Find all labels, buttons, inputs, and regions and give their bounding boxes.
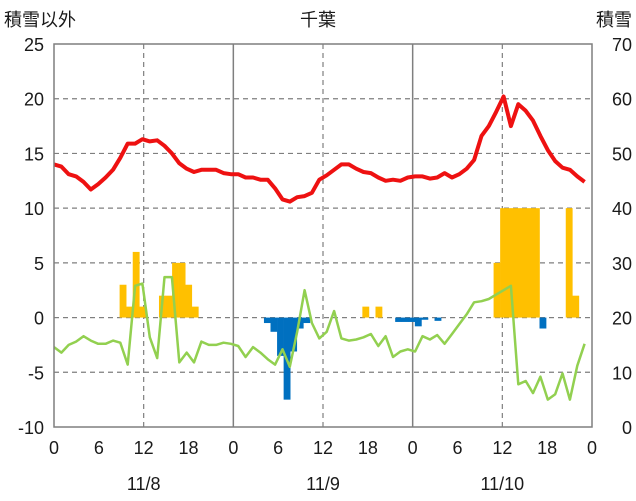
red-line — [53, 94, 586, 204]
orange-bar — [362, 306, 370, 318]
orange-bar — [572, 295, 580, 318]
left-ticks: 25 20 15 10 5 0 -5 -10 — [18, 35, 44, 438]
x-tick-label: 0 — [228, 438, 238, 458]
lines — [53, 94, 586, 401]
left-tick-label: 0 — [34, 309, 44, 329]
orange-bar — [500, 208, 508, 318]
orange-bar — [139, 306, 147, 318]
day-label: 11/8 — [127, 474, 161, 494]
orange-bar — [375, 306, 383, 318]
orange-bar — [506, 208, 514, 318]
blue-bar — [277, 317, 284, 356]
plot-border — [53, 43, 593, 428]
orange-bar — [493, 262, 501, 318]
orange-bar — [519, 208, 527, 318]
x-tick-label: 0 — [587, 438, 597, 458]
plot-frame — [53, 43, 593, 428]
blue-bar — [395, 317, 403, 322]
right-tick-label: 50 — [612, 144, 632, 164]
right-tick-label: 70 — [612, 35, 632, 55]
bars — [119, 208, 580, 400]
blue-bar — [434, 317, 442, 321]
blue-bar — [290, 317, 298, 352]
x-tick-label: 6 — [94, 438, 104, 458]
left-tick-label: 15 — [24, 144, 44, 164]
x-tick-label: 18 — [178, 438, 198, 458]
orange-bar — [565, 208, 573, 318]
blue-bar — [296, 317, 304, 329]
blue-bar — [414, 317, 422, 327]
blue-bar — [303, 317, 311, 324]
x-tick-label: 12 — [492, 438, 512, 458]
orange-bar — [178, 262, 186, 318]
orange-bar — [191, 306, 199, 318]
orange-bar — [119, 284, 127, 318]
right-tick-label: 40 — [612, 199, 632, 219]
right-tick-label: 10 — [612, 363, 632, 383]
right-ticks: 70 60 50 40 30 20 10 0 — [612, 35, 632, 438]
right-tick-label: 60 — [612, 90, 632, 110]
right-tick-label: 20 — [612, 309, 632, 329]
orange-bar — [172, 262, 179, 318]
x-tick-label: 6 — [452, 438, 462, 458]
orange-bar — [513, 208, 521, 318]
orange-bar — [185, 284, 193, 318]
blue-bar — [539, 317, 547, 329]
day-labels: 11/8 11/9 11/10 — [127, 474, 524, 494]
x-ticks: 0 6 12 18 0 6 12 18 0 6 12 18 0 — [49, 438, 597, 458]
left-tick-label: 5 — [34, 254, 44, 274]
left-axis-label: 積雪以外 — [4, 10, 76, 30]
x-tick-label: 12 — [134, 438, 154, 458]
x-tick-label: 6 — [273, 438, 283, 458]
day-label: 11/9 — [306, 474, 340, 494]
orange-bar — [532, 208, 540, 318]
blue-bar — [408, 317, 416, 322]
left-tick-label: 25 — [24, 35, 44, 55]
left-tick-label: -5 — [28, 363, 44, 383]
blue-bar — [401, 317, 409, 322]
orange-bar — [526, 208, 534, 318]
right-axis-label: 積雪 — [596, 10, 632, 30]
right-tick-label: 30 — [612, 254, 632, 274]
orange-bar — [126, 306, 134, 318]
x-tick-label: 12 — [313, 438, 333, 458]
blue-bar — [421, 317, 429, 320]
x-tick-label: 0 — [49, 438, 59, 458]
left-tick-label: -10 — [18, 418, 44, 438]
x-tick-label: 18 — [358, 438, 378, 458]
right-tick-label: 0 — [622, 418, 632, 438]
left-tick-label: 20 — [24, 90, 44, 110]
blue-bar — [263, 317, 271, 324]
day-label: 11/10 — [480, 474, 524, 494]
green-line — [53, 275, 586, 401]
chart-title: 千葉 — [300, 10, 336, 30]
x-tick-label: 18 — [537, 438, 557, 458]
left-tick-label: 10 — [24, 199, 44, 219]
x-tick-label: 0 — [408, 438, 418, 458]
orange-bar — [165, 295, 173, 318]
blue-bar — [270, 317, 278, 332]
